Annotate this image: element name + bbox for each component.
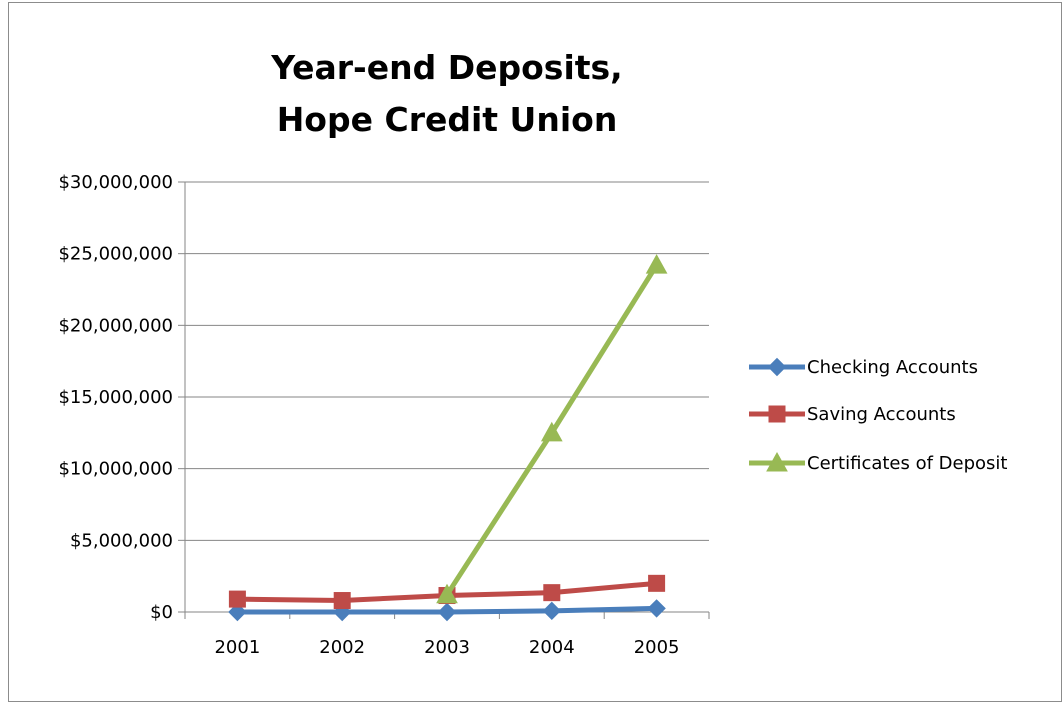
legend-label: Saving Accounts: [807, 404, 956, 425]
data-point-2: [333, 592, 351, 610]
y-tick-label: $25,000,000: [58, 244, 173, 265]
data-point-1: [437, 602, 457, 622]
legend-label: Checking Accounts: [807, 357, 978, 378]
legend-marker: [768, 405, 786, 423]
data-point-2: [648, 574, 666, 592]
y-tick-label: $15,000,000: [58, 387, 173, 408]
x-tick-label: 2005: [634, 637, 680, 658]
legend-marker: [766, 451, 788, 472]
data-point-1: [647, 599, 666, 618]
data-point-2: [228, 590, 246, 608]
legend-label: Certificates of Deposit: [807, 453, 1007, 474]
x-tick-label: 2002: [319, 637, 365, 658]
x-tick-label: 2003: [424, 637, 470, 658]
y-tick-label: $20,000,000: [58, 315, 173, 336]
legend-marker: [767, 357, 787, 377]
line-chart: $0 $5,000,000 $10,000,000 $15,000,000 $20,00…: [58, 172, 1007, 658]
chart-title-line-1: Year-end Deposits,: [271, 48, 623, 87]
chart-title: Year-end Deposits, Hope Credit Union: [185, 42, 709, 146]
x-tick-label: 2001: [214, 637, 260, 658]
data-point-1: [228, 602, 247, 622]
x-tick-label: 2004: [529, 637, 575, 658]
y-tick-label: $10,000,000: [58, 459, 173, 480]
data-point-3: [436, 583, 458, 604]
y-tick-label: $5,000,000: [70, 530, 173, 551]
data-point-1: [542, 601, 562, 621]
y-tick-label: $0: [150, 602, 173, 623]
chart-title-line-2: Hope Credit Union: [276, 100, 618, 139]
data-point-3: [645, 254, 668, 274]
data-point-3: [540, 421, 563, 442]
y-tick-label: $30,000,000: [58, 172, 173, 193]
data-point-2: [543, 584, 561, 602]
